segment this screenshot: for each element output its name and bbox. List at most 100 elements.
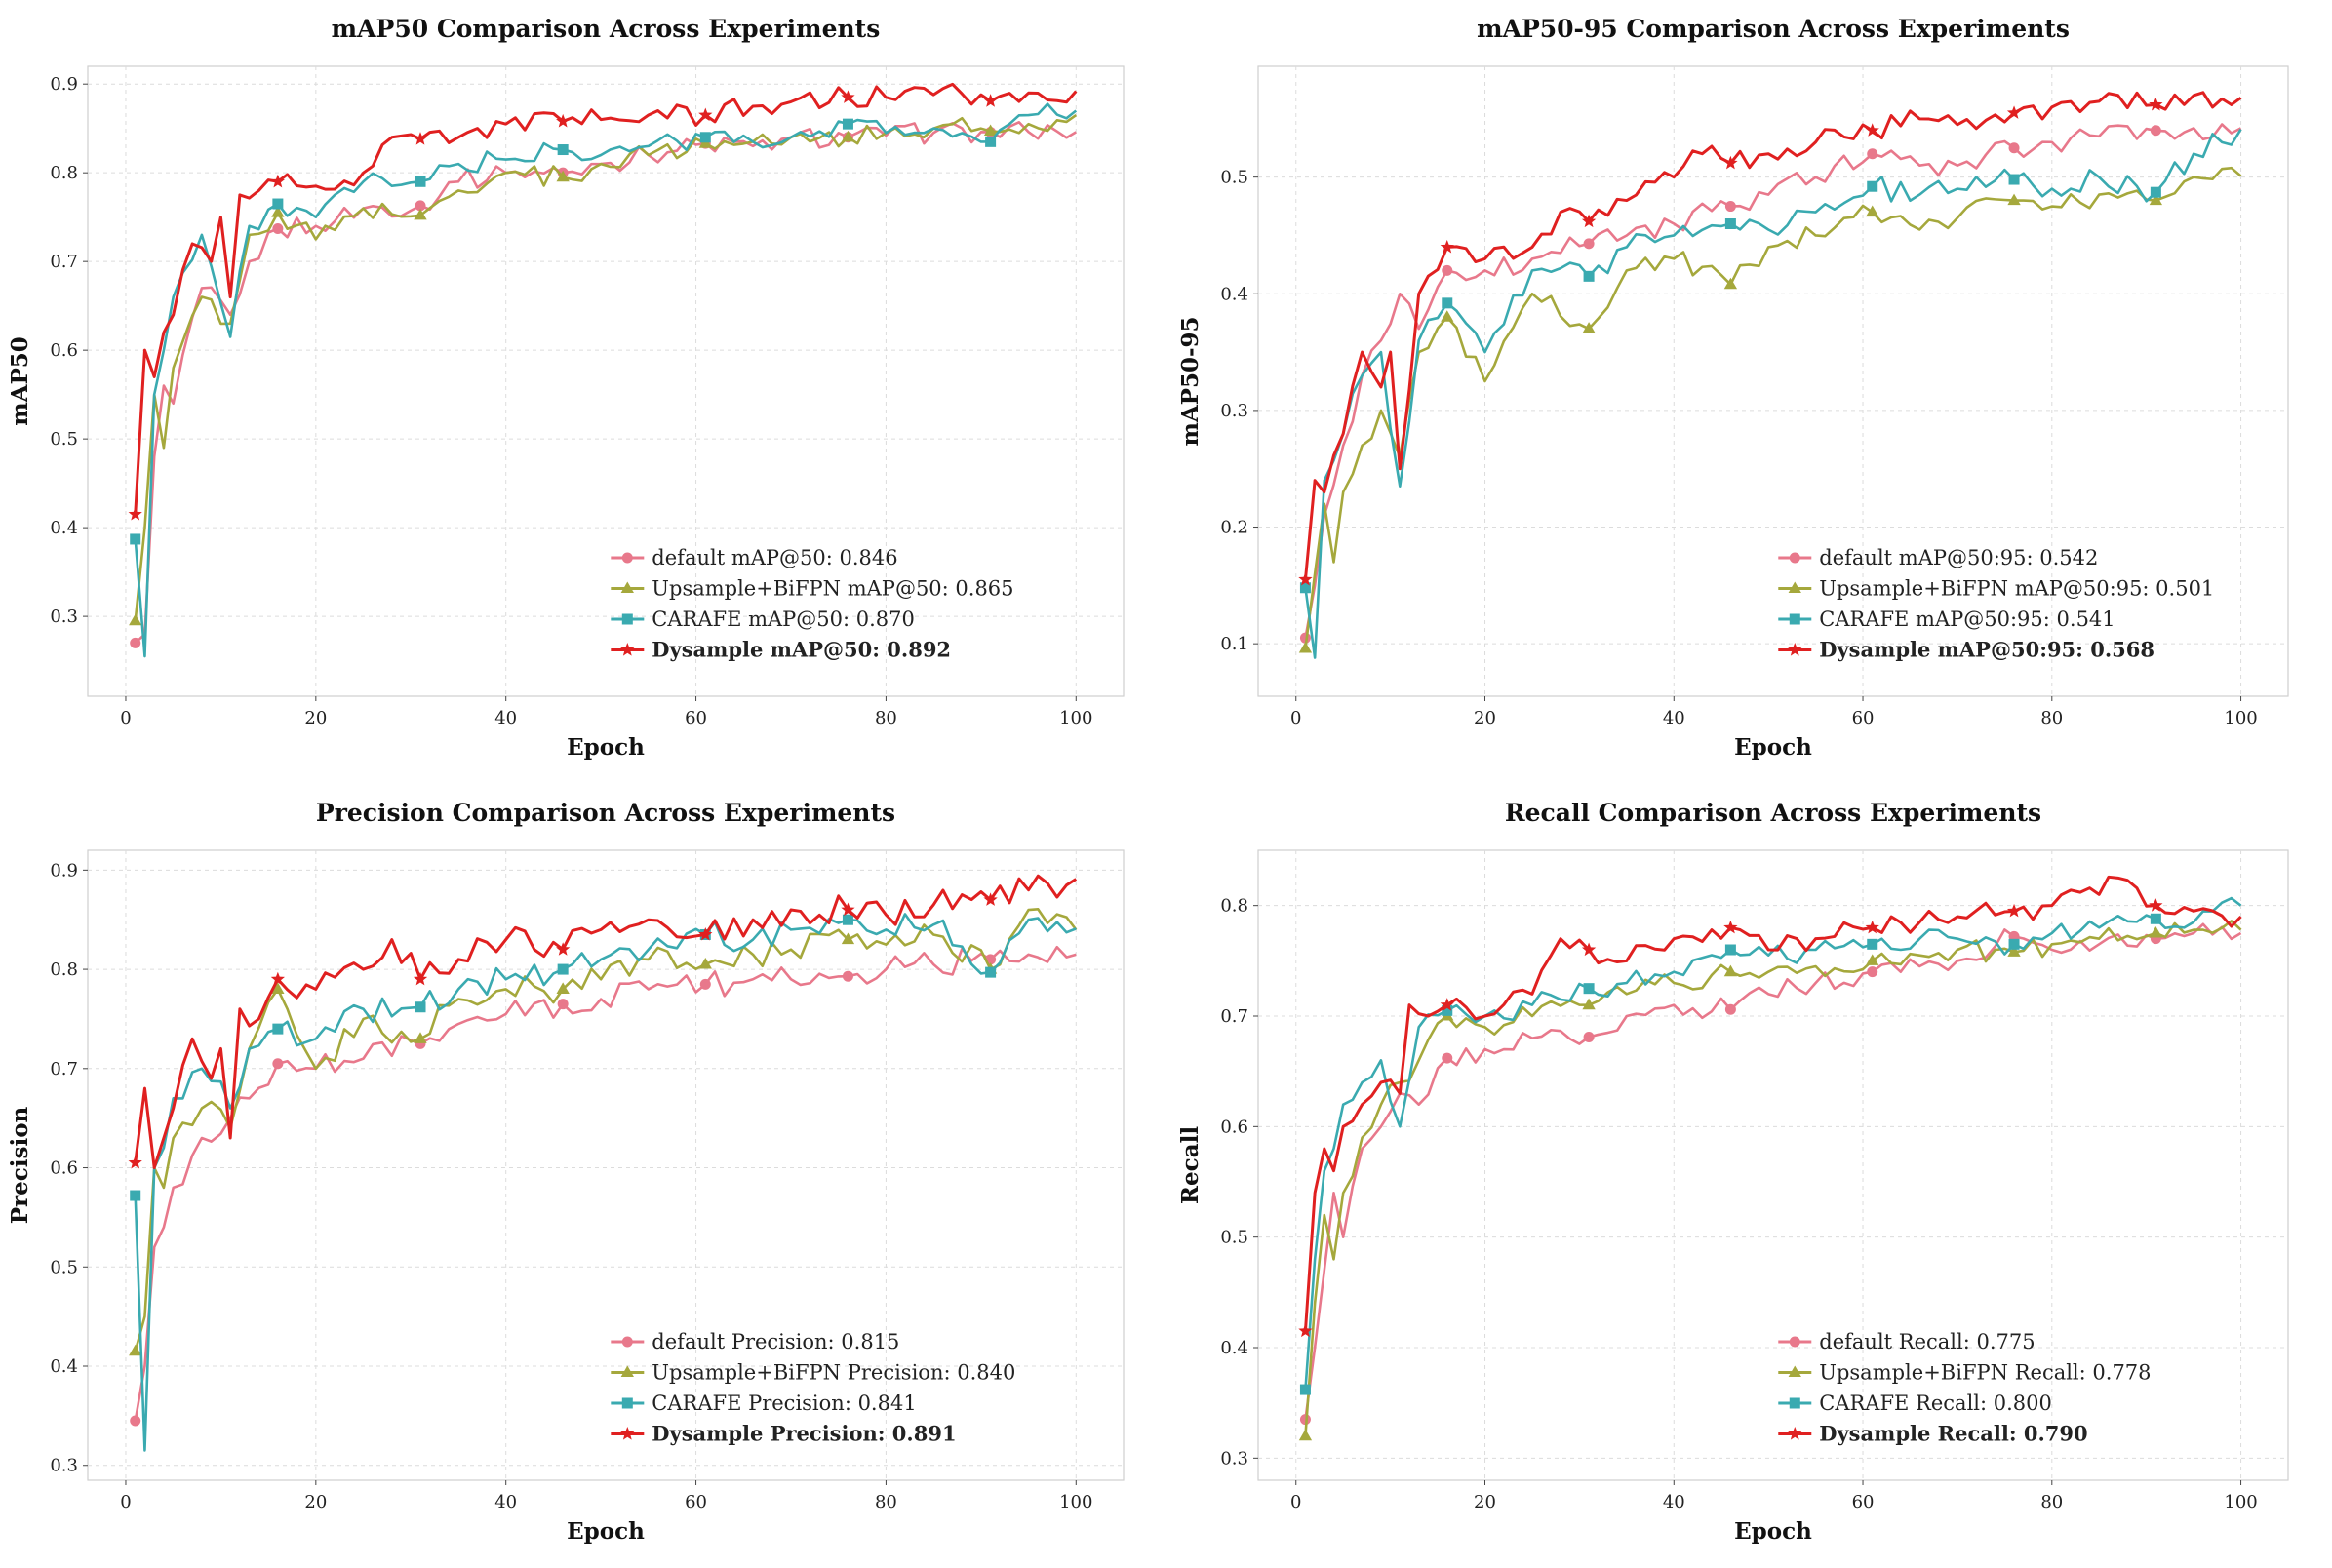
y-tick-label: 0.4 <box>50 518 78 538</box>
chart-title: Precision Comparison Across Experiments <box>316 799 895 827</box>
data-point-marker <box>2150 913 2161 924</box>
data-point-marker <box>1442 297 1453 309</box>
y-tick-label: 0.6 <box>50 1158 78 1179</box>
y-tick-label: 0.5 <box>50 429 78 450</box>
data-point-marker <box>271 982 285 994</box>
data-point-marker <box>1583 1032 1595 1043</box>
legend-entry: default mAP@50:95: 0.542 <box>1819 546 2098 569</box>
data-point-marker <box>985 966 997 978</box>
legend: default Recall: 0.775 Upsample+BiFPN Reca… <box>1778 1330 2152 1446</box>
legend-marker <box>620 643 635 656</box>
x-tick-label: 0 <box>1290 1492 1301 1512</box>
legend-marker <box>1789 552 1800 564</box>
legend-entry: Upsample+BiFPN mAP@50: 0.865 <box>652 577 1013 601</box>
series-line <box>1304 123 2242 639</box>
data-point-marker <box>841 130 855 142</box>
legend-entry: Upsample+BiFPN Precision: 0.840 <box>652 1361 1015 1385</box>
data-point-marker <box>2007 193 2021 206</box>
legend-entry: CARAFE mAP@50: 0.870 <box>652 608 915 631</box>
data-point-marker <box>1442 1052 1453 1064</box>
data-point-marker <box>272 223 284 235</box>
data-point-marker <box>1723 277 1738 290</box>
series-upsample-bifpn <box>1298 920 2242 1441</box>
legend-entry: Upsample+BiFPN Recall: 0.778 <box>1819 1361 2151 1385</box>
series-dysample <box>1298 875 2242 1338</box>
y-tick-label: 0.3 <box>50 1456 78 1476</box>
data-point-marker <box>1583 270 1595 282</box>
data-point-marker <box>2007 945 2021 957</box>
data-point-marker <box>557 144 569 156</box>
data-point-marker <box>128 506 142 521</box>
data-point-marker <box>557 963 569 975</box>
data-point-marker <box>842 970 853 982</box>
x-tick-label: 20 <box>1474 708 1496 728</box>
legend-entry: Dysample Precision: 0.891 <box>652 1422 956 1446</box>
plot-area <box>1257 849 2289 1481</box>
y-tick-label: 0.5 <box>50 1257 78 1277</box>
y-tick-label: 0.4 <box>50 1356 78 1377</box>
chart-title: mAP50 Comparison Across Experiments <box>332 15 881 43</box>
x-tick-label: 80 <box>875 708 897 728</box>
x-tick-label: 0 <box>1290 708 1301 728</box>
series-line <box>134 913 1077 1452</box>
legend-marker <box>621 613 633 625</box>
data-point-marker <box>1440 998 1454 1011</box>
data-point-marker <box>1867 938 1878 950</box>
y-tick-label: 0.5 <box>1220 168 1248 188</box>
data-point-marker <box>129 613 142 626</box>
legend-marker <box>1789 1397 1800 1409</box>
data-point-marker <box>983 892 998 906</box>
chart-title: mAP50-95 Comparison Across Experiments <box>1477 15 2070 43</box>
data-point-marker <box>1583 983 1595 995</box>
data-point-marker <box>1867 966 1878 978</box>
series-line <box>1304 920 2242 1436</box>
data-point-marker <box>129 1344 142 1356</box>
y-axis-label: Recall <box>1177 1126 1204 1204</box>
x-tick-label: 100 <box>2224 1492 2257 1512</box>
y-tick-label: 0.8 <box>50 163 78 183</box>
data-point-marker <box>556 982 570 994</box>
data-point-marker <box>2006 903 2022 918</box>
legend-marker <box>1789 1336 1800 1348</box>
legend-entry: Dysample Recall: 0.790 <box>1819 1422 2087 1446</box>
series-line <box>1304 128 2242 659</box>
data-point-marker <box>272 1058 284 1070</box>
data-point-marker <box>985 136 997 147</box>
chart-title: Recall Comparison Across Experiments <box>1505 799 2041 827</box>
x-tick-label: 40 <box>1663 708 1685 728</box>
y-tick-label: 0.9 <box>50 860 78 881</box>
legend-marker <box>1788 1365 1801 1378</box>
data-point-marker <box>1298 571 1313 586</box>
x-tick-label: 60 <box>685 708 707 728</box>
y-tick-label: 0.7 <box>1220 1006 1248 1027</box>
x-tick-label: 100 <box>2224 708 2257 728</box>
series-line <box>1303 875 2242 1332</box>
series-dysample <box>128 874 1078 1170</box>
legend-entry: Dysample mAP@50: 0.892 <box>652 638 951 662</box>
series-upsample-bifpn <box>129 113 1078 626</box>
data-point-marker <box>2149 926 2163 938</box>
legend-entry: default mAP@50: 0.846 <box>652 546 897 569</box>
data-point-marker <box>413 132 428 145</box>
y-tick-label: 0.7 <box>50 1059 78 1079</box>
series-default <box>1299 123 2242 644</box>
series-line <box>1303 91 2242 580</box>
data-point-marker <box>1865 123 1879 137</box>
x-tick-label: 80 <box>875 1492 897 1512</box>
data-point-marker <box>841 932 855 945</box>
x-tick-label: 20 <box>1474 1492 1496 1512</box>
x-tick-label: 0 <box>120 1492 131 1512</box>
data-point-marker <box>130 1415 141 1427</box>
map50-95-chart: mAP50-95 Comparison Across Experiments 0 2… <box>1177 15 2289 761</box>
data-point-marker <box>271 206 285 217</box>
x-axis-label: Epoch <box>1734 734 1812 761</box>
data-point-marker <box>1441 310 1454 322</box>
data-point-marker <box>1442 264 1453 276</box>
series-line <box>134 945 1077 1422</box>
data-point-marker <box>414 208 427 220</box>
legend-marker <box>1788 643 1802 656</box>
data-point-marker <box>1582 998 1596 1010</box>
series-line <box>134 908 1078 1352</box>
series-default <box>130 945 1077 1427</box>
data-point-marker <box>130 637 141 648</box>
